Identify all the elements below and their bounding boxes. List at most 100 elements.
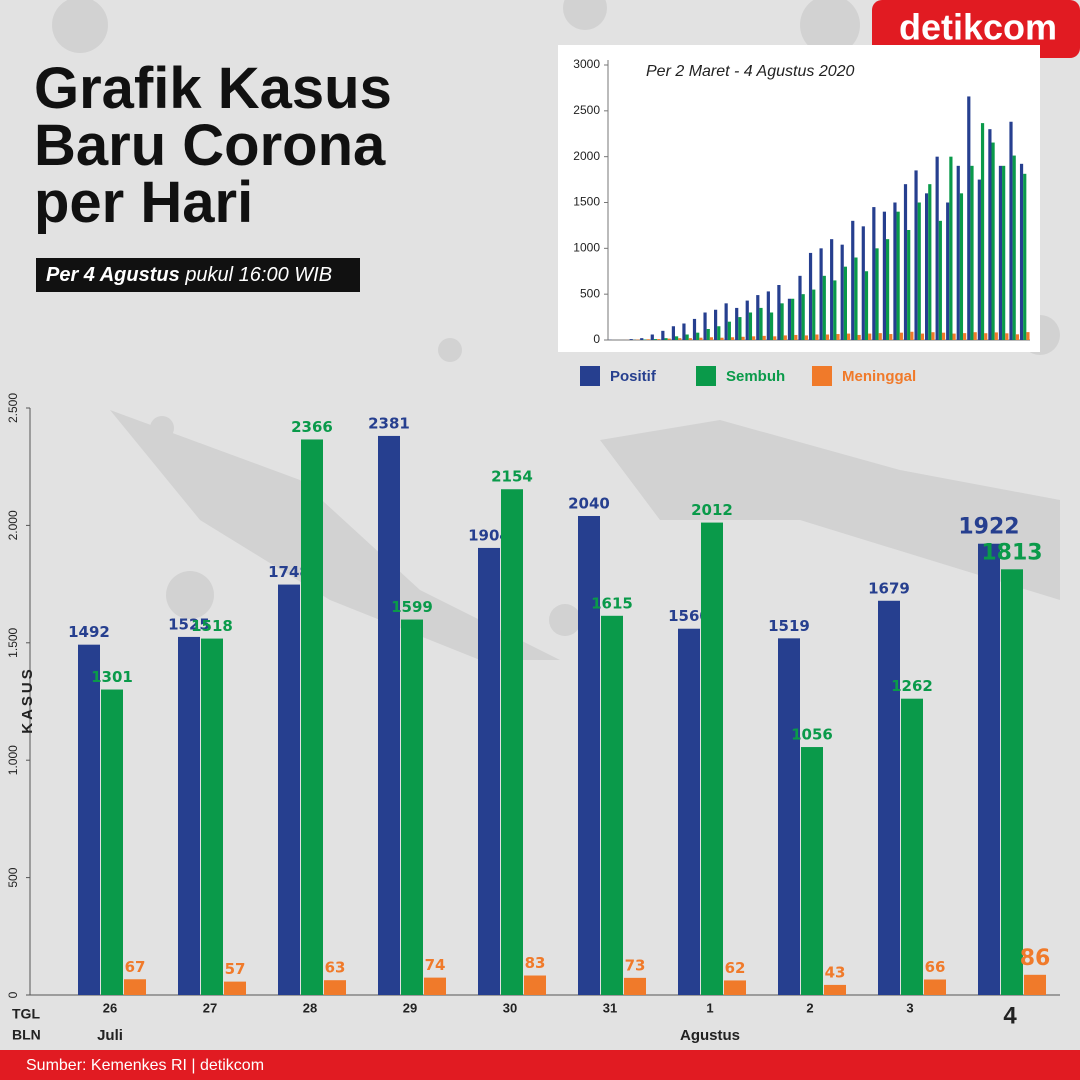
bar [963,333,967,340]
bar [801,747,823,995]
bar [998,165,1003,340]
bar [685,334,689,340]
bar [478,547,500,995]
bar [851,220,855,340]
bar [674,336,679,340]
bar [324,980,346,995]
bar [709,337,714,340]
bar [745,300,749,340]
x-tick-label: 31 [603,1000,617,1015]
subtitle-box [36,258,360,292]
value-label: 1748 [268,563,310,581]
bar [424,977,446,995]
bar [801,294,805,340]
bar [730,337,735,340]
bar [646,339,650,340]
x-tick-label: 27 [203,1000,217,1015]
bar [678,338,682,340]
subtitle: Per 4 Agustus pukul 16:00 WIB [46,264,332,286]
value-label: 43 [825,963,846,981]
subtitle-bold: Per 4 Agustus [46,264,180,286]
bar [692,318,697,340]
value-label: 62 [725,959,746,977]
bar [101,689,123,995]
bar [624,977,646,995]
bar [1024,974,1046,995]
value-label: 1301 [91,668,133,686]
bar [938,220,942,340]
bar [724,980,746,995]
bar [901,698,923,995]
source: Sumber: Kemenkes RI | detikcom [26,1057,264,1074]
bar [812,289,816,340]
bar [578,516,600,995]
legend-swatch [812,366,832,386]
bar [741,336,745,340]
x-label-month: BLN [12,1027,41,1043]
bar [756,295,760,340]
bar [653,339,658,340]
bar [629,339,633,340]
bar [798,275,802,340]
bar [703,312,707,340]
bar [956,165,960,340]
y-tick-label: 3000 [573,57,600,71]
value-label: 1525 [168,615,210,633]
value-label: 2154 [491,468,533,486]
value-label: 1056 [791,726,833,744]
bar [946,202,950,340]
title-line: per Hari [34,170,253,235]
bar [201,638,223,995]
legend-label: Positif [610,368,657,385]
bar [980,123,985,340]
bar [824,984,846,995]
bar [854,257,858,340]
bar [601,615,623,995]
x-tick-label: 3 [906,1000,913,1015]
bar [825,334,830,340]
value-label: 74 [425,956,446,974]
bar [759,307,763,340]
bar [752,336,756,340]
y-tick-label: 500 [6,867,20,887]
bar [720,337,724,340]
bar [899,332,903,340]
bar [224,981,246,995]
legend-label: Sembuh [726,368,785,385]
bar [766,291,770,340]
x-tick-label: 30 [503,1000,517,1015]
bar [920,333,925,340]
legend-label: Meninggal [842,368,916,385]
x-tick-label: 4 [1003,1002,1017,1029]
bar [1012,155,1016,340]
bar [935,156,939,340]
bar [872,207,876,340]
bar [178,636,200,995]
value-label: 83 [525,954,546,972]
y-tick-label: 0 [593,332,600,346]
bar [830,239,834,340]
bar [699,337,703,340]
bar [846,333,851,340]
bar [967,96,971,340]
x-tick-label: 26 [103,1000,117,1015]
bar [861,226,865,340]
bar [941,332,946,340]
value-label: 1813 [981,540,1042,565]
value-label: 66 [925,958,946,976]
bar [857,334,861,340]
bar [889,334,893,340]
value-label: 1904 [468,526,510,544]
bar [959,193,964,340]
bar [661,330,665,340]
y-tick-label: 500 [580,286,600,300]
bar [924,979,946,995]
bar [1023,173,1027,340]
value-label: 86 [1020,946,1051,971]
bar [833,280,837,340]
title-line: Grafik Kasus [34,56,392,121]
x-tick-label: 29 [403,1000,417,1015]
bar [664,338,668,340]
bar [815,334,819,340]
footer-bar [0,1050,1080,1080]
